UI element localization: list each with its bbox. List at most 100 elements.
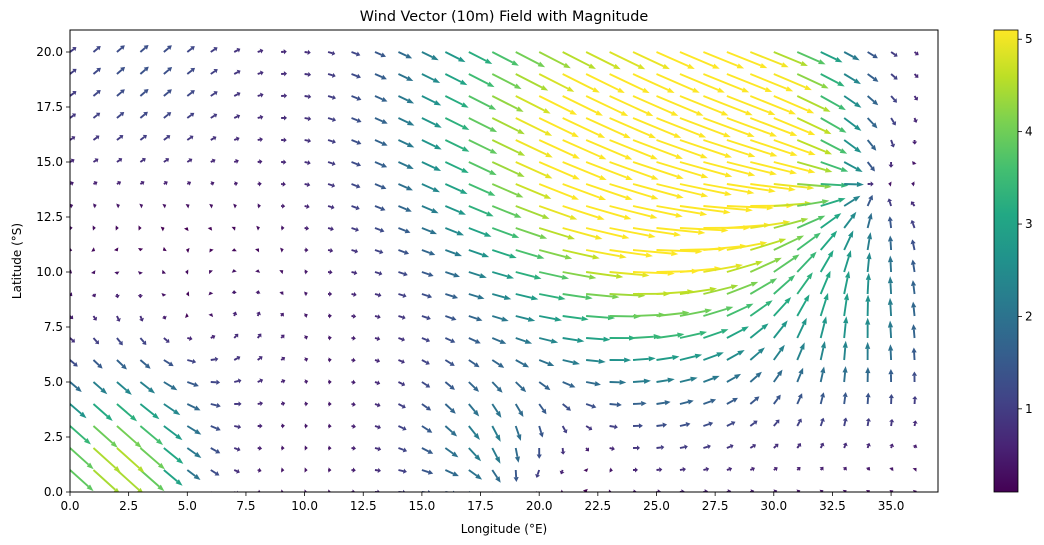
wind-vector: [890, 117, 897, 126]
wind-vector: [491, 139, 526, 156]
wind-vector: [492, 293, 512, 300]
wind-vector: [865, 294, 871, 317]
wind-vector: [209, 203, 214, 209]
wind-vector: [585, 271, 624, 279]
wind-vector: [492, 491, 495, 492]
wind-vector: [609, 467, 613, 473]
wind-vector: [207, 226, 213, 231]
y-axis-ticks: 0.0 2.5 5.0 7.5 10.0 12.5 15.0 17.5 20.0: [36, 45, 70, 499]
wind-vector: [398, 336, 406, 342]
wind-vector: [585, 73, 625, 94]
wind-vector: [867, 51, 878, 59]
wind-vector: [70, 403, 87, 419]
wind-vector: [114, 271, 120, 275]
wind-vector: [585, 183, 633, 201]
wind-vector: [585, 425, 593, 431]
wind-vector: [703, 205, 753, 213]
wind-vector: [796, 443, 802, 449]
wind-vector: [632, 356, 656, 362]
wind-vector: [280, 334, 285, 339]
wind-vector: [445, 293, 459, 299]
wind-vector: [656, 117, 707, 138]
wind-vector: [679, 330, 708, 339]
wind-vector: [796, 117, 832, 135]
wind-vector: [374, 205, 386, 211]
wind-vector: [562, 73, 600, 93]
wind-vector: [233, 468, 240, 474]
wind-vector: [633, 445, 641, 451]
wind-vector: [726, 241, 768, 251]
wind-vector: [281, 181, 286, 187]
wind-vector: [820, 73, 845, 87]
wind-vector: [749, 51, 789, 68]
wind-vector: [93, 180, 98, 186]
wind-vector: [562, 337, 585, 343]
wind-vector: [679, 51, 720, 69]
wind-vector: [232, 311, 238, 317]
wind-vector: [703, 284, 739, 295]
y-tick-label: 10.0: [36, 265, 63, 279]
wind-vector: [514, 425, 522, 441]
wind-vector: [750, 183, 796, 192]
wind-vector: [562, 51, 596, 69]
wind-vector: [843, 316, 849, 339]
wind-vector: [327, 247, 334, 254]
wind-vector: [92, 337, 100, 345]
wind-vector: [70, 359, 78, 367]
wind-vector: [139, 157, 146, 163]
wind-vector: [421, 205, 439, 214]
wind-vector: [609, 424, 618, 430]
wind-vector: [140, 491, 142, 492]
wind-vector: [281, 225, 285, 231]
wind-vector: [585, 447, 590, 452]
wind-vector: [139, 111, 148, 119]
wind-vector: [327, 313, 332, 319]
wind-vector: [515, 249, 545, 260]
wind-vector: [139, 66, 149, 75]
wind-vector: [679, 73, 725, 93]
wind-vector: [726, 117, 778, 137]
wind-vector: [538, 425, 544, 438]
wind-vector: [468, 337, 481, 344]
colorbar: [993, 29, 1019, 493]
wind-vector: [843, 195, 861, 207]
wind-vector: [70, 425, 91, 445]
wind-vector: [514, 491, 516, 492]
wind-vector: [210, 91, 218, 97]
wind-vector: [444, 95, 469, 108]
wind-vector: [538, 51, 571, 69]
wind-vector: [515, 227, 548, 239]
wind-vector: [162, 246, 167, 252]
wind-vector: [515, 183, 552, 199]
wind-vector: [421, 293, 433, 299]
wind-vector: [257, 489, 261, 492]
wind-vector: [609, 249, 653, 258]
wind-vector: [632, 95, 679, 116]
wind-vector: [656, 422, 668, 428]
wind-vector: [773, 183, 815, 191]
wind-vector: [139, 403, 160, 420]
wind-vector: [351, 379, 356, 385]
y-tick-label: 7.5: [44, 320, 63, 334]
wind-vector: [398, 205, 412, 212]
wind-vector: [351, 401, 356, 407]
wind-vector: [796, 272, 813, 295]
wind-vector: [749, 420, 758, 427]
wind-vector: [749, 396, 760, 405]
wind-vector: [750, 220, 791, 229]
wind-vector: [233, 378, 242, 384]
wind-vector: [842, 340, 848, 361]
wind-vector: [468, 381, 480, 392]
wind-vector: [139, 337, 147, 345]
wind-vector: [138, 225, 142, 231]
wind-vector: [185, 247, 190, 253]
wind-vector: [819, 392, 826, 405]
wind-vector: [304, 335, 309, 340]
wind-vector: [890, 139, 896, 148]
x-axis-label: Longitude (°E): [461, 522, 547, 536]
wind-vector: [139, 88, 149, 97]
wind-vector: [679, 399, 694, 405]
wind-vector: [351, 161, 362, 167]
wind-vector: [303, 291, 308, 297]
